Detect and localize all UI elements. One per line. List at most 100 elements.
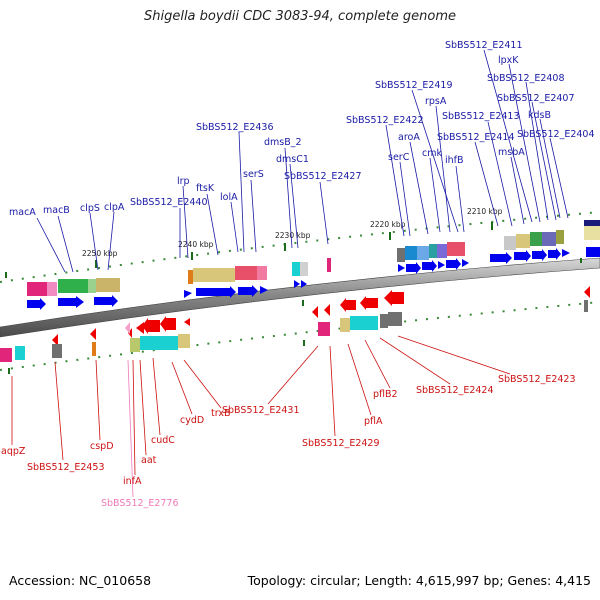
track-marks — [5, 258, 582, 374]
gene-label: SbBS512_E2419 — [375, 80, 453, 91]
reverse-labels: aqpZ SbBS512_E2453 cspD infA aat cudC cy… — [1, 374, 576, 487]
gene-feature — [235, 266, 257, 280]
gene-label: SbBS512_E2431 — [222, 405, 300, 416]
gene-label: SbBS512_E2423 — [498, 374, 576, 385]
gene-feature — [178, 334, 190, 348]
gene-feature — [530, 232, 542, 246]
gene-feature — [15, 346, 25, 360]
gene-feature — [188, 270, 193, 284]
gene-feature — [417, 246, 429, 260]
reverse-leader-lines — [11, 335, 511, 476]
gene-label: SbBS512_E2427 — [284, 171, 362, 182]
gene-label: kdsB — [528, 110, 551, 121]
gene-label: aroA — [398, 132, 420, 143]
gene-label: SbBS512_E2413 — [442, 111, 520, 122]
gene-label: aat — [141, 455, 157, 466]
gene-label: SbBS512_E2429 — [302, 438, 380, 449]
gene-feature — [584, 226, 600, 240]
gene-feature — [140, 336, 178, 350]
gene-feature — [380, 314, 388, 328]
forward-labels: macA macB clpS clpA SbBS512_E2440 lrp ft… — [9, 40, 595, 218]
gene-feature — [405, 246, 417, 260]
gene-label: dmsB_2 — [264, 137, 302, 148]
gene-label: SbBS512_E2453 — [27, 462, 105, 473]
gene-label: serS — [243, 169, 264, 180]
gene-label: SbBS512_E2411 — [445, 40, 523, 51]
genome-backbone — [0, 257, 600, 338]
gene-label: pflA — [364, 416, 383, 427]
gene-feature — [437, 244, 447, 258]
gene-feature — [58, 279, 88, 293]
gene-feature — [27, 282, 47, 296]
gene-feature — [340, 318, 350, 332]
scale-label: 2210 kbp — [467, 207, 503, 216]
gene-label: SbBS512_E2440 — [130, 197, 208, 208]
scale-ticks — [95, 222, 493, 268]
gene-feature — [96, 278, 120, 292]
gene-label: SbBS512_E2414 — [437, 132, 515, 143]
gene-label: infA — [123, 476, 142, 487]
gene-label: cspD — [90, 441, 114, 452]
gene-feature — [584, 220, 600, 226]
gene-feature — [292, 262, 300, 276]
gene-label: clpA — [104, 202, 125, 213]
gene-label: ftsK — [196, 183, 215, 194]
gene-feature — [350, 316, 378, 330]
gene-feature — [47, 282, 57, 296]
gene-feature — [397, 248, 405, 262]
gene-feature — [0, 348, 12, 362]
forward-feature-blocks — [27, 220, 600, 296]
gene-label: cmk — [422, 148, 442, 159]
gene-label: trxB — [211, 408, 231, 419]
gene-label: msbA — [498, 147, 525, 158]
genome-summary: Topology: circular; Length: 4,615,997 bp… — [247, 573, 591, 588]
accession-label: Accession: NC_010658 — [9, 573, 152, 588]
pseudo-leader-line — [127, 359, 134, 498]
gene-label: SbBS512_E2408 — [487, 73, 565, 84]
gene-label: SbBS512_E2404 — [517, 129, 595, 140]
gene-label: macB — [43, 205, 70, 216]
gene-feature — [388, 312, 402, 326]
gene-feature — [130, 338, 140, 352]
gene-label: cydD — [180, 415, 204, 426]
gene-feature — [300, 262, 308, 276]
pseudo-labels: SbBS512_E2776 — [101, 498, 179, 509]
gene-label: SbBS512_E2422 — [346, 115, 424, 126]
scale-label: 2220 kbp — [370, 220, 406, 229]
gene-feature — [318, 322, 330, 336]
gene-feature — [429, 244, 437, 258]
scale-label: 2240 kbp — [178, 240, 214, 249]
gene-label: SbBS512_E2424 — [416, 385, 494, 396]
gene-feature — [92, 342, 96, 356]
gene-feature — [516, 234, 530, 248]
reverse-feature-blocks — [0, 300, 588, 362]
gene-label: ihfB — [445, 155, 464, 166]
gene-label: SbBS512_E2776 — [101, 498, 179, 509]
gene-feature — [193, 268, 235, 282]
reverse-track-line — [0, 301, 600, 371]
forward-leader-lines — [36, 49, 569, 273]
gene-label: rpsA — [425, 96, 447, 107]
pseudo-gene-arrow — [125, 322, 130, 334]
gene-feature — [584, 300, 588, 312]
gene-feature — [257, 266, 267, 280]
gene-feature — [556, 230, 564, 244]
gene-feature — [327, 258, 331, 272]
gene-label: lolA — [220, 192, 238, 203]
gene-feature — [542, 232, 556, 246]
scale-label: 2230 kbp — [275, 231, 311, 240]
gene-feature — [52, 344, 62, 358]
gene-label: SbBS512_E2407 — [497, 93, 575, 104]
gene-label: clpS — [80, 203, 100, 214]
gene-label: lrp — [177, 176, 190, 187]
gene-label: dmsC1 — [276, 154, 309, 165]
gene-label: macA — [9, 207, 36, 218]
map-title: Shigella boydii CDC 3083-94, complete ge… — [143, 9, 457, 24]
gene-feature — [88, 279, 96, 293]
gene-label: SbBS512_E2436 — [196, 122, 274, 133]
gene-label: cudC — [151, 435, 175, 446]
forward-gene-arrows — [27, 247, 600, 310]
scale-label: 2250 kbp — [82, 249, 118, 258]
